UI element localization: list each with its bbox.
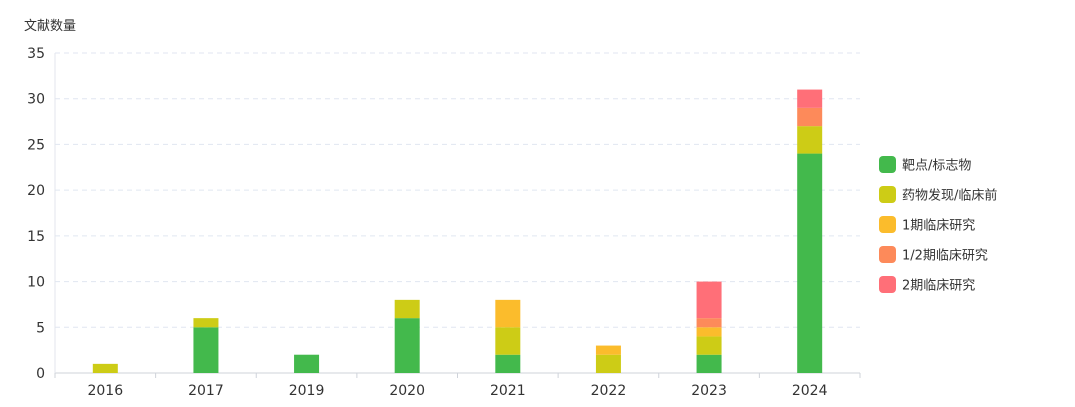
bar-segment[interactable] [394, 318, 420, 373]
bar-segment[interactable] [495, 354, 521, 373]
legend-swatch [879, 246, 896, 263]
x-tick-label: 2024 [792, 383, 828, 399]
bar-segment[interactable] [797, 89, 823, 108]
legend-label: 1/2期临床研究 [902, 249, 988, 264]
legend-label: 药物发现/临床前 [902, 188, 997, 204]
x-axis-labels: 2016 2017 2019 2020 2021 2022 2023 2024 [87, 383, 827, 399]
legend-item[interactable]: 药物发现/临床前 [879, 186, 997, 204]
bar-segment[interactable] [495, 327, 521, 355]
bar-segment[interactable] [595, 354, 621, 373]
legend-swatch [879, 216, 896, 233]
legend-swatch [879, 186, 896, 203]
x-tick-label: 2016 [87, 383, 123, 399]
grid-lines [55, 52, 860, 328]
y-tick-label: 30 [27, 92, 45, 108]
bar-segment[interactable] [797, 153, 823, 373]
bar-segment[interactable] [696, 318, 722, 328]
legend-item[interactable]: 2期临床研究 [879, 276, 975, 294]
bar-segment[interactable] [294, 354, 320, 373]
bar-segment[interactable] [595, 345, 621, 355]
y-tick-label: 20 [27, 183, 45, 199]
bar-segment[interactable] [696, 354, 722, 373]
y-tick-label: 0 [36, 366, 45, 382]
bar-segment[interactable] [797, 126, 823, 154]
y-tick-label: 15 [27, 229, 45, 245]
bar-segment[interactable] [797, 107, 823, 127]
legend-swatch [879, 276, 896, 293]
y-axis-title: 文献数量 [24, 19, 76, 34]
y-tick-label: 25 [27, 137, 45, 153]
bar-segment[interactable] [495, 299, 521, 328]
legend-label: 靶点/标志物 [902, 159, 971, 174]
bar-segment[interactable] [394, 299, 420, 319]
legend-item[interactable]: 靶点/标志物 [879, 156, 971, 174]
x-tick-label: 2017 [188, 383, 224, 399]
x-tick-label: 2021 [490, 383, 526, 399]
legend-label: 1期临床研究 [902, 219, 975, 234]
axes [54, 53, 861, 378]
bar-segment[interactable] [696, 336, 722, 355]
x-tick-label: 2022 [591, 383, 627, 399]
bars [92, 89, 823, 373]
legend-label: 2期临床研究 [902, 279, 975, 294]
bar-segment[interactable] [696, 327, 722, 337]
y-tick-label: 10 [27, 275, 45, 291]
y-tick-label: 35 [27, 46, 45, 62]
y-axis-labels: 0 5 10 15 20 25 30 35 [27, 46, 45, 382]
legend-item[interactable]: 1期临床研究 [879, 216, 975, 234]
x-tick-label: 2019 [289, 383, 325, 399]
legend-swatch [879, 156, 896, 173]
x-tick-label: 2020 [389, 383, 425, 399]
bar-segment[interactable] [193, 327, 219, 373]
legend-item[interactable]: 1/2期临床研究 [879, 246, 988, 264]
x-tick-label: 2023 [691, 383, 727, 399]
bar-segment[interactable] [92, 363, 118, 373]
bar-segment[interactable] [696, 281, 722, 319]
bar-segment[interactable] [193, 318, 219, 328]
y-tick-label: 5 [36, 320, 45, 336]
